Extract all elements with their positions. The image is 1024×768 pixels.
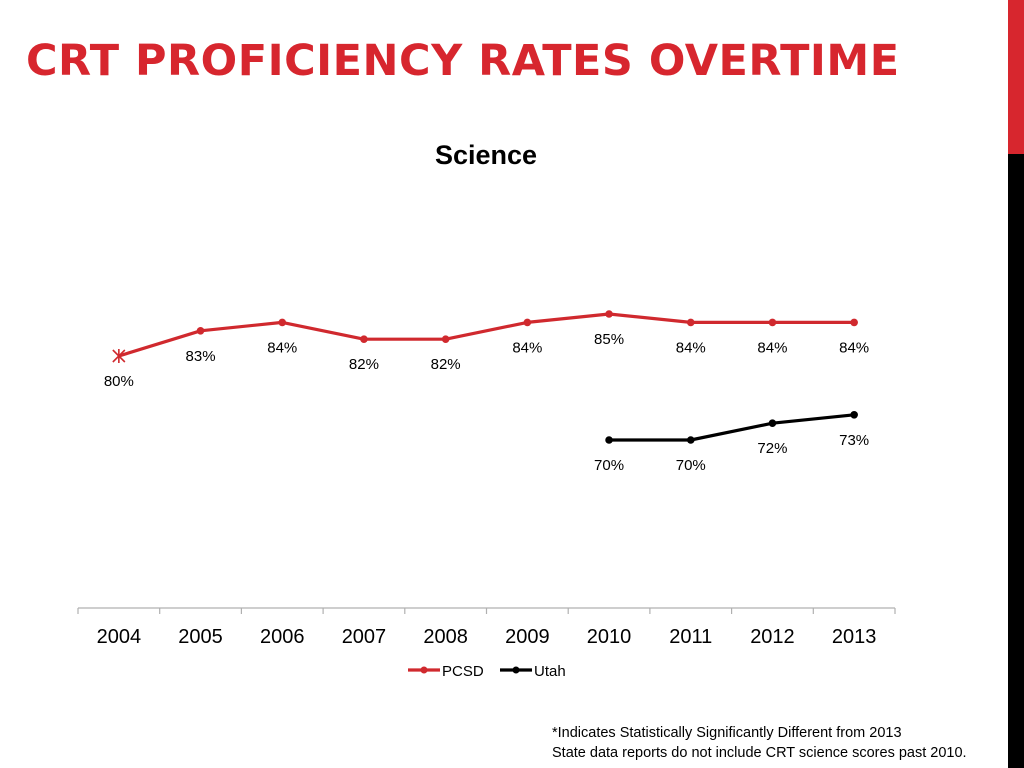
x-tick-label: 2012	[750, 626, 795, 648]
data-point	[605, 436, 613, 444]
series-line-pcsd	[118, 312, 855, 358]
legend-marker	[420, 666, 428, 674]
edge-accent-black	[1008, 154, 1024, 768]
legend-label: PCSD	[442, 663, 484, 680]
data-point	[196, 327, 205, 335]
x-tick-label: 2005	[178, 626, 223, 648]
data-label: 70%	[594, 457, 624, 474]
legend-label: Utah	[534, 663, 566, 680]
x-tick-label: 2007	[342, 626, 387, 648]
series-pcsd: 80% 83% 84% 82% 82% 84% 85% 84% 84% 84%	[104, 310, 869, 390]
data-point	[278, 318, 287, 327]
data-point	[768, 318, 777, 327]
footnote-significance: *Indicates Statistically Significantly D…	[552, 725, 902, 741]
data-label: 82%	[431, 356, 461, 373]
x-tick-label: 2010	[587, 626, 632, 648]
slide-title: CRT PROFICIENCY RATES OVERTIME	[26, 36, 900, 86]
series-utah: 70% 70% 72% 73%	[594, 411, 869, 474]
x-tick-label: 2013	[832, 626, 877, 648]
data-point	[686, 318, 695, 327]
data-point	[441, 335, 450, 344]
series-layer: 80%83% 84%82% 82%84% 85% 84% 84% 84%70% 70%72% 7…	[104, 310, 869, 474]
edge-accent-red	[1008, 0, 1024, 154]
legend-item-utah: Utah	[500, 663, 566, 680]
data-label: 83%	[186, 348, 216, 365]
data-point	[850, 411, 858, 419]
data-label: 84%	[757, 339, 787, 356]
data-label: 84%	[512, 339, 542, 356]
data-label: 82%	[349, 356, 379, 373]
data-point	[850, 318, 858, 327]
x-tick-label: 2006	[260, 626, 305, 648]
data-point	[686, 436, 695, 444]
footnote-state-data: State data reports do not include CRT sc…	[552, 745, 967, 761]
footnotes: *Indicates Statistically Significantly D…	[552, 723, 1004, 763]
data-label: 70%	[676, 457, 706, 474]
data-point	[768, 419, 777, 428]
data-label: 85%	[594, 331, 624, 348]
data-label: 72%	[757, 440, 787, 457]
data-label: 84%	[267, 339, 297, 356]
series-line-utah	[609, 413, 855, 442]
legend: PCSD Utah	[408, 663, 566, 680]
chart-title: Science	[435, 140, 537, 170]
data-label: 80%	[104, 373, 134, 390]
legend-marker	[512, 666, 520, 674]
data-point	[605, 310, 613, 318]
data-point-significant	[112, 349, 126, 363]
data-point	[523, 318, 532, 327]
x-tick-label: 2009	[505, 626, 550, 648]
science-line-chart: Science 2004 2005 2006 2007 2008 2009 2010 2011…	[77, 140, 896, 680]
data-label: 84%	[839, 339, 869, 356]
x-tick-label: 2004	[97, 626, 142, 648]
x-tick-label: 2011	[669, 626, 712, 648]
legend-item-pcsd: PCSD	[408, 663, 484, 680]
x-axis: 2004 2005 2006 2007 2008 2009 2010 2011 2012 2013	[77, 607, 896, 648]
data-point	[360, 335, 368, 344]
data-label: 84%	[676, 339, 706, 356]
x-tick-label: 2008	[423, 626, 468, 648]
data-label: 73%	[839, 432, 869, 449]
